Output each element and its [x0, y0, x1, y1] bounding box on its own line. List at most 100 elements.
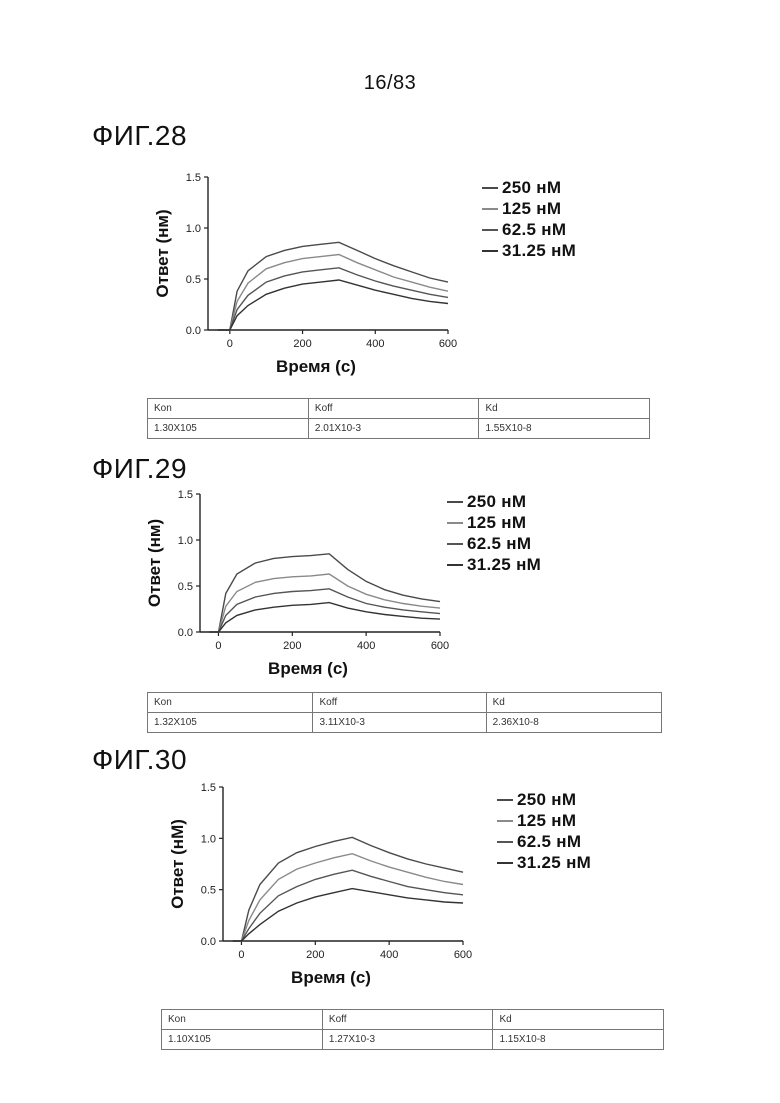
binding-chart-fig28: 0.0 0.5 1.0 1.5 0 200 400 600 Время (с) Ответ (нм…: [150, 165, 460, 395]
legend-swatch: [497, 862, 513, 864]
table-cell-kd: 1.15X10-8: [493, 1030, 664, 1050]
legend-item: 250 нМ: [497, 789, 591, 810]
x-tick-label: 200: [283, 640, 301, 652]
legend-item: 31.25 нМ: [482, 240, 576, 261]
table-header-koff: Koff: [322, 1010, 493, 1030]
y-tick-label: 1.0: [186, 223, 201, 235]
binding-chart-fig29: 0.00.51.01.50200400600Время (с)Ответ (нм…: [150, 484, 450, 694]
x-tick-label: 600: [454, 949, 472, 961]
legend-item: 125 нМ: [482, 198, 576, 219]
legend-swatch: [497, 799, 513, 801]
table-row: 1.30X105 2.01X10-3 1.55X10-8: [148, 419, 650, 439]
legend-item: 31.25 нМ: [497, 852, 591, 873]
table-cell-koff: 2.01X10-3: [308, 419, 479, 439]
table-header-kd: Kd: [493, 1010, 664, 1030]
table-cell-koff: 1.27X10-3: [322, 1030, 493, 1050]
page-number: 16/83: [0, 72, 780, 95]
figure-label-29: ФИГ.29: [92, 453, 187, 485]
legend-swatch: [447, 543, 463, 545]
legend-swatch: [447, 522, 463, 524]
legend-label: 62.5 нМ: [502, 220, 566, 240]
legend-swatch: [447, 501, 463, 503]
legend-fig28: 250 нМ125 нМ62.5 нМ31.25 нМ: [482, 177, 576, 261]
table-cell-kd: 2.36X10-8: [486, 713, 661, 733]
table-header-kon: Kon: [148, 399, 309, 419]
y-axis-label: Ответ (нм): [153, 209, 172, 297]
kinetics-table-fig29: Kon Koff Kd 1.32X105 3.11X10-3 2.36X10-8: [147, 692, 662, 733]
y-tick-label: 1.5: [201, 782, 216, 794]
legend-swatch: [497, 841, 513, 843]
table-header-row: Kon Koff Kd: [148, 693, 662, 713]
table-header-kon: Kon: [162, 1010, 323, 1030]
y-tick-label: 1.5: [186, 172, 201, 184]
x-tick-label: 400: [380, 949, 398, 961]
series-line-4: [210, 603, 440, 632]
legend-label: 250 нМ: [517, 790, 576, 810]
legend-item: 62.5 нМ: [482, 219, 576, 240]
table-header-koff: Koff: [308, 399, 479, 419]
table-header-kd: Kd: [479, 399, 650, 419]
y-axis-label: Ответ (нМ): [168, 819, 187, 909]
legend-fig30: 250 нМ125 нМ62.5 нМ31.25 нМ: [497, 789, 591, 873]
table-header-kon: Kon: [148, 693, 313, 713]
series-line-1: [210, 554, 440, 632]
table-header-row: Kon Koff Kd: [148, 399, 650, 419]
y-tick-label: 1.0: [178, 535, 193, 547]
table-header-kd: Kd: [486, 693, 661, 713]
x-tick-label: 600: [439, 338, 457, 350]
table-row: 1.32X105 3.11X10-3 2.36X10-8: [148, 713, 662, 733]
x-tick-label: 400: [366, 338, 384, 350]
series-line-3: [233, 870, 463, 941]
legend-item: 125 нМ: [497, 810, 591, 831]
table-header-koff: Koff: [313, 693, 486, 713]
legend-item: 62.5 нМ: [497, 831, 591, 852]
y-tick-label: 0.5: [186, 274, 201, 286]
legend-swatch: [482, 187, 498, 189]
table-cell-kd: 1.55X10-8: [479, 419, 650, 439]
series-line-4: [218, 280, 448, 330]
legend-swatch: [482, 250, 498, 252]
legend-label: 31.25 нМ: [502, 241, 576, 261]
x-axis-label: Время (с): [276, 357, 356, 376]
series-line-2: [233, 854, 463, 941]
x-tick-label: 200: [293, 338, 311, 350]
x-tick-label: 0: [238, 949, 244, 961]
table-header-row: Kon Koff Kd: [162, 1010, 664, 1030]
legend-label: 31.25 нМ: [467, 555, 541, 575]
x-tick-label: 0: [215, 640, 221, 652]
legend-fig29: 250 нМ125 нМ62.5 нМ31.25 нМ: [447, 491, 541, 575]
y-axis-label: Ответ (нм): [145, 519, 164, 607]
legend-item: 250 нМ: [482, 177, 576, 198]
legend-label: 250 нМ: [502, 178, 561, 198]
table-cell-kon: 1.30X105: [148, 419, 309, 439]
table-cell-kon: 1.32X105: [148, 713, 313, 733]
legend-label: 125 нМ: [517, 811, 576, 831]
legend-label: 62.5 нМ: [467, 534, 531, 554]
legend-label: 62.5 нМ: [517, 832, 581, 852]
kinetics-table-fig30: Kon Koff Kd 1.10X105 1.27X10-3 1.15X10-8: [161, 1009, 664, 1050]
x-tick-label: 0: [227, 338, 233, 350]
y-tick-label: 1.5: [178, 489, 193, 501]
legend-item: 250 нМ: [447, 491, 541, 512]
binding-chart-fig30: 0.00.51.01.50200400600Время (с)Ответ (нМ…: [165, 775, 475, 1005]
legend-label: 125 нМ: [467, 513, 526, 533]
series-line-4: [233, 889, 463, 941]
legend-swatch: [497, 820, 513, 822]
table-cell-koff: 3.11X10-3: [313, 713, 486, 733]
x-tick-label: 600: [431, 640, 449, 652]
legend-label: 125 нМ: [502, 199, 561, 219]
figure-label-28: ФИГ.28: [92, 120, 187, 152]
legend-item: 125 нМ: [447, 512, 541, 533]
figure-label-30: ФИГ.30: [92, 744, 187, 776]
legend-item: 31.25 нМ: [447, 554, 541, 575]
x-axis-label: Время (с): [268, 659, 348, 678]
y-tick-label: 0.0: [186, 325, 201, 337]
legend-label: 31.25 нМ: [517, 853, 591, 873]
legend-label: 250 нМ: [467, 492, 526, 512]
legend-swatch: [482, 208, 498, 210]
y-tick-label: 0.5: [178, 581, 193, 593]
y-tick-label: 1.0: [201, 833, 216, 845]
table-cell-kon: 1.10X105: [162, 1030, 323, 1050]
y-tick-label: 0.5: [201, 885, 216, 897]
x-axis-label: Время (с): [291, 968, 371, 987]
